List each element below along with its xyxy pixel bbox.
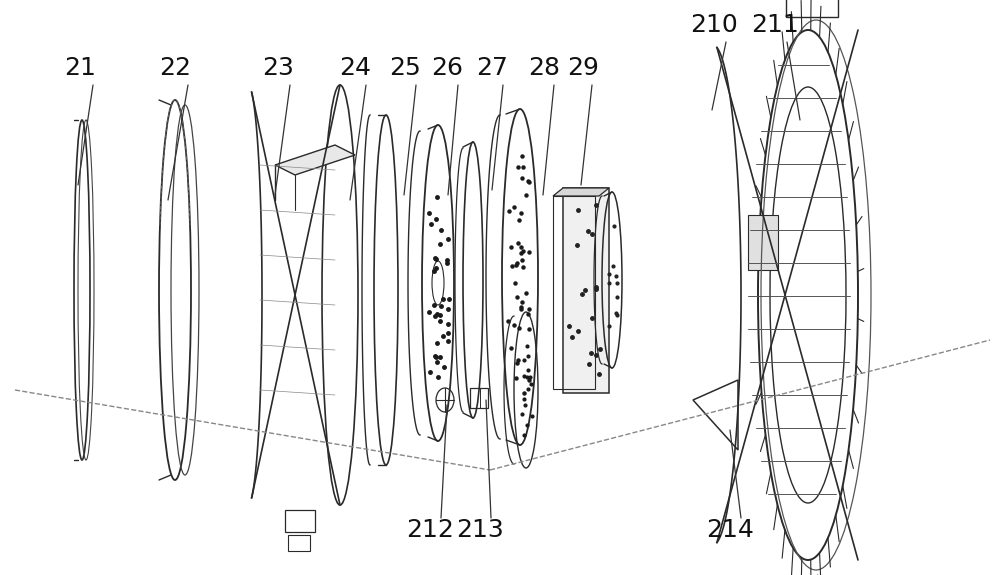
Text: 24: 24 xyxy=(339,56,371,80)
Bar xyxy=(470,388,488,408)
Text: 21: 21 xyxy=(64,56,96,80)
Bar xyxy=(786,0,838,17)
Polygon shape xyxy=(553,188,609,196)
Text: 212: 212 xyxy=(406,518,454,542)
Text: 211: 211 xyxy=(751,13,799,37)
Text: 213: 213 xyxy=(456,518,504,542)
Text: 23: 23 xyxy=(262,56,294,80)
Bar xyxy=(748,215,778,270)
Bar xyxy=(563,188,609,393)
Bar xyxy=(553,196,595,389)
Text: 214: 214 xyxy=(706,518,754,542)
Text: 27: 27 xyxy=(476,56,508,80)
Text: 25: 25 xyxy=(389,56,421,80)
Bar xyxy=(285,510,315,532)
Polygon shape xyxy=(275,145,355,175)
Bar xyxy=(288,535,310,551)
Text: 29: 29 xyxy=(567,56,599,80)
Text: 22: 22 xyxy=(159,56,191,80)
Text: 28: 28 xyxy=(528,56,560,80)
Text: 210: 210 xyxy=(690,13,738,37)
Text: 26: 26 xyxy=(431,56,463,80)
